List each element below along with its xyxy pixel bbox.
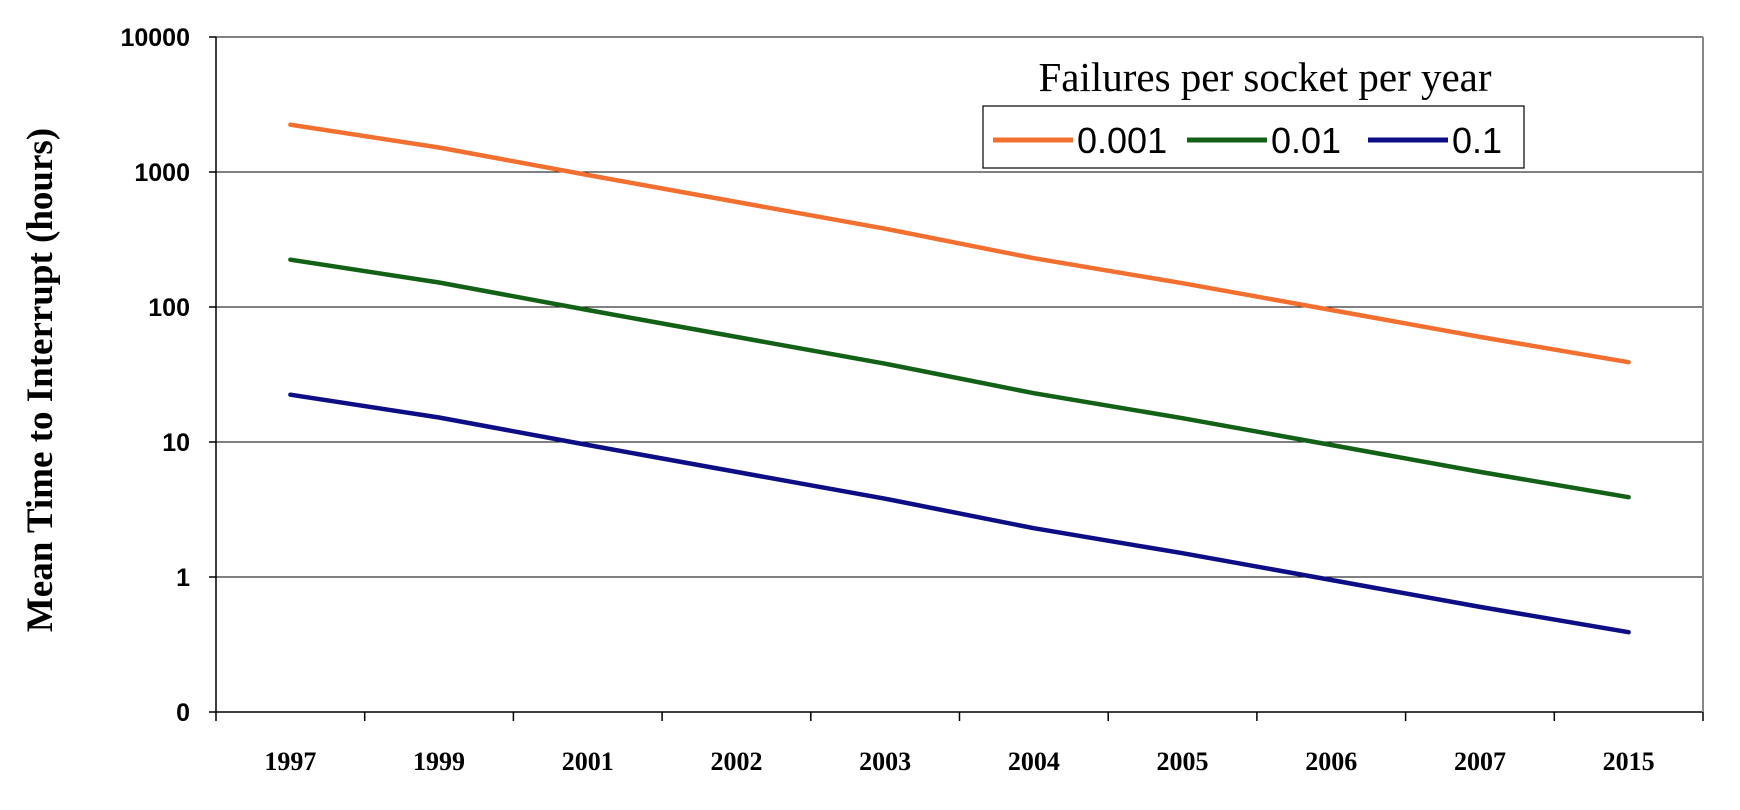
y-tick-label: 10 [162, 429, 190, 457]
y-tick-label: 0 [176, 699, 190, 727]
legend-items: 0.001 0.01 0.1 [993, 120, 1502, 161]
series-line-0.001 [288, 122, 1631, 365]
legend-label-0.01: 0.01 [1271, 120, 1341, 161]
x-tick-label: 1997 [264, 747, 316, 776]
x-tick-label: 2015 [1603, 747, 1655, 776]
y-tick-label: 100 [148, 294, 190, 322]
series-line-0.1 [288, 392, 1631, 635]
x-tick-label: 2002 [710, 747, 762, 776]
gridlines [216, 36, 1703, 578]
series-line-0.01 [288, 257, 1631, 500]
x-tick-label: 1999 [413, 747, 465, 776]
legend-label-0.001: 0.001 [1077, 120, 1167, 161]
y-tick-label: 1 [176, 564, 190, 592]
x-axis-ticks: 1997 1999 2001 2002 2003 2004 2005 2006 2007 2015 [215, 712, 1704, 776]
x-tick-label: 2006 [1305, 747, 1357, 776]
x-tick-label: 2003 [859, 747, 911, 776]
series-lines [288, 122, 1631, 635]
x-tick-label: 2004 [1008, 747, 1060, 776]
x-tick-label: 2005 [1157, 747, 1209, 776]
y-tick-label: 10000 [120, 24, 190, 52]
legend-label-0.1: 0.1 [1452, 120, 1502, 161]
y-axis-ticks: 0 1 10 100 1000 10000 [120, 24, 216, 727]
x-tick-label: 2001 [562, 747, 614, 776]
y-axis-label: Mean Time to Interrupt (hours) [20, 128, 61, 632]
y-tick-label: 1000 [134, 159, 190, 187]
legend-title: Failures per socket per year [1038, 54, 1491, 100]
x-tick-label: 2007 [1454, 747, 1506, 776]
legend: Failures per socket per year 0.001 0.01 0.… [982, 54, 1525, 169]
legend-box [982, 105, 1525, 169]
